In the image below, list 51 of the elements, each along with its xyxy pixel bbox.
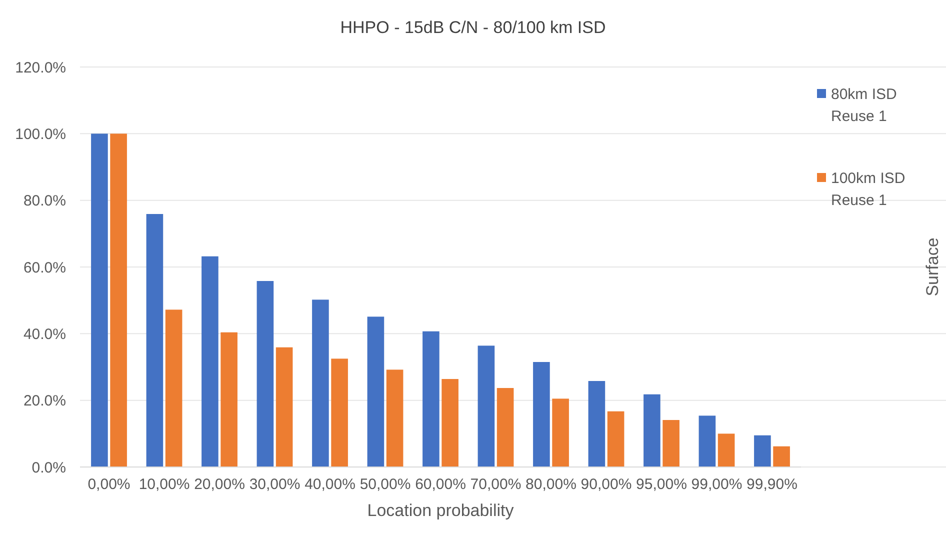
y-tick-label: 20.0% [23, 392, 66, 410]
y-tick-label: 40.0% [23, 326, 66, 343]
bar [644, 394, 660, 467]
bar [718, 434, 735, 467]
y-tick-label: 80.0% [23, 192, 66, 210]
bar [754, 435, 771, 467]
bar [91, 134, 108, 467]
chart-title: HHPO - 15dB C/N - 80/100 km ISD [340, 18, 606, 37]
bar [165, 310, 182, 467]
bar [276, 347, 293, 467]
x-tick-label: 40,00% [304, 476, 356, 493]
bar [662, 420, 680, 467]
x-tick-label: 60,00% [415, 476, 466, 493]
x-tick-label: 10,00% [138, 476, 190, 493]
bar [496, 388, 514, 467]
x-tick-label: 99,00% [691, 476, 742, 493]
bar [110, 134, 127, 467]
bar [552, 398, 569, 467]
bar [202, 256, 218, 467]
x-tick-label: 99,90% [746, 476, 798, 493]
bar [533, 362, 550, 467]
bar [367, 316, 384, 467]
x-tick-label: 0,00% [88, 476, 130, 493]
bar [442, 379, 458, 467]
bar [478, 346, 495, 467]
y-tick-label: 0.0% [32, 459, 66, 476]
x-axis-title: Location probability [367, 501, 514, 520]
x-tick-label: 80,00% [526, 476, 576, 493]
x-tick-label: 30,00% [249, 476, 300, 493]
bar [312, 300, 329, 467]
bar [146, 214, 164, 467]
legend-label: 80km ISD Reuse 1 [831, 86, 898, 125]
bar [422, 331, 440, 467]
bar [220, 332, 238, 467]
bar [331, 358, 348, 467]
bar [386, 370, 404, 467]
text: Surface [923, 238, 942, 296]
bar [607, 411, 624, 467]
x-tick-label: 95,00% [636, 476, 687, 493]
x-tick-label: 50,00% [360, 476, 411, 493]
x-tick-label: 90,00% [580, 476, 632, 493]
y-tick-label: 100.0% [15, 126, 66, 143]
legend-label: 100km ISD Reuse 1 [831, 170, 906, 209]
y-tick-label: 120.0% [15, 59, 66, 76]
bar [698, 416, 716, 467]
bar [773, 446, 790, 467]
y-tick-label: 60.0% [23, 259, 66, 276]
bar [256, 281, 274, 467]
bar [588, 381, 606, 467]
x-tick-label: 70,00% [470, 476, 522, 493]
x-tick-label: 20,00% [194, 476, 245, 493]
